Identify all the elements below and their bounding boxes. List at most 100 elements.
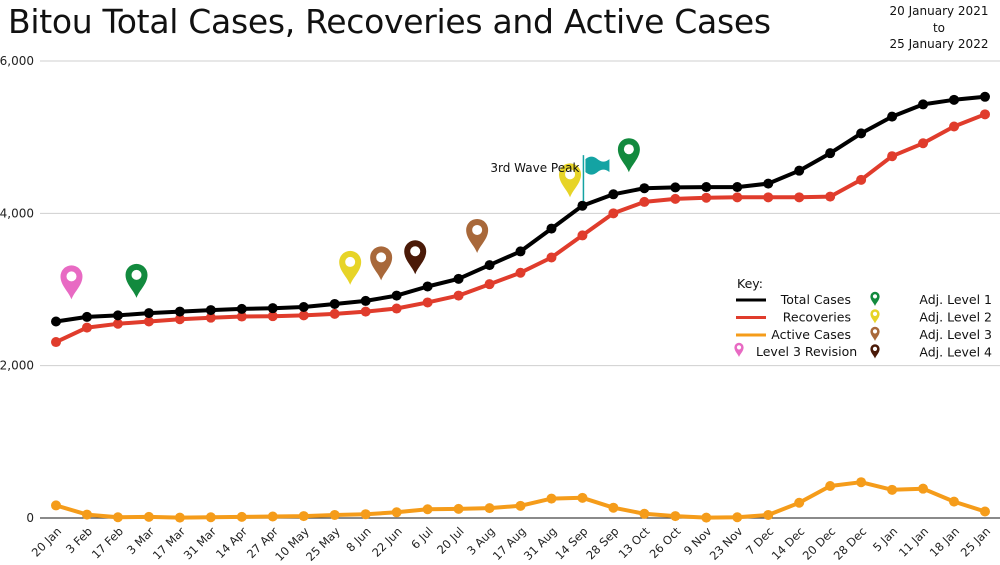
legend-pin-icon [870,309,880,324]
data-point-total-cases [608,189,619,200]
y-tick-label: 0 [26,511,34,525]
x-tick-label: 14 Sep [552,524,590,562]
x-tick-label: 23 Nov [707,524,746,563]
data-point-total-cases [825,148,836,159]
legend-label: Adj. Level 3 [919,327,992,342]
data-point-active-cases [949,496,960,507]
marker-pin-icon [466,218,489,253]
legend-pin-icon [870,291,880,306]
data-point-recoveries [794,192,805,203]
legend-pin-icon [870,326,880,341]
data-point-recoveries [174,314,185,325]
data-point-recoveries [112,318,123,329]
series-line-recoveries [54,112,987,345]
x-tick-label: 20 Dec [800,524,839,563]
marker-pin-icon [60,265,83,300]
data-point-total-cases [639,183,650,194]
y-tick-label: 6,000 [0,54,34,68]
data-point-total-cases [205,305,216,316]
data-point-active-cases [856,477,867,488]
data-point-recoveries [887,151,898,162]
legend-label: Level 3 Revision [756,344,857,359]
data-point-active-cases [794,497,805,508]
data-point-total-cases [360,295,371,306]
data-point-recoveries [81,322,92,333]
data-point-active-cases [577,492,588,503]
data-point-total-cases [422,281,433,292]
legend-title: Key: [737,276,763,291]
marker-pin-icon [617,138,640,173]
data-point-recoveries [484,279,495,290]
data-point-recoveries [577,230,588,241]
data-point-total-cases [236,303,247,314]
y-tick-label: 2,000 [0,359,34,373]
data-point-recoveries [360,306,371,317]
data-point-active-cases [205,512,216,523]
data-point-active-cases [763,509,774,520]
data-point-recoveries [515,267,526,278]
data-point-active-cases [453,503,464,514]
x-tick-label: 20 Jul [434,524,467,557]
data-point-total-cases [794,165,805,176]
data-point-recoveries [51,337,61,348]
data-point-total-cases [298,302,309,313]
data-point-total-cases [732,182,743,193]
x-tick-label: 31 Aug [521,524,560,563]
x-tick-label: 26 Oct [647,524,684,561]
data-point-active-cases [732,512,743,523]
y-tick-label: 4,000 [0,206,34,220]
data-point-total-cases [670,182,681,193]
x-tick-label: 17 Feb [89,524,126,561]
data-point-total-cases [918,99,929,110]
data-point-recoveries [267,311,278,322]
y-axis-ticks: 0 2,000 4,000 6,000 [0,54,34,525]
data-point-total-cases [81,311,92,322]
data-point-active-cases [701,512,712,523]
legend-pin-icon [870,344,880,359]
data-point-total-cases [949,94,960,105]
gridlines [40,60,1000,519]
data-point-recoveries [732,192,743,203]
data-point-recoveries [329,308,340,319]
data-point-active-cases [484,503,495,514]
data-point-recoveries [391,303,402,314]
data-point-total-cases [51,316,61,327]
flag-icon [585,156,610,175]
data-point-active-cases [360,509,371,520]
x-tick-label: 11 Jan [896,524,931,559]
data-point-recoveries [949,121,960,132]
data-point-active-cases [515,500,526,511]
legend-label: Adj. Level 1 [919,292,992,307]
data-point-active-cases [825,481,836,492]
data-point-total-cases [267,303,278,314]
legend-label: Recoveries [783,310,851,325]
x-tick-label: 22 Jun [369,524,405,560]
series-points [51,91,990,523]
data-point-active-cases [608,502,619,513]
marker-pin-icon [339,250,362,285]
x-tick-label: 18 Jan [927,524,962,559]
data-point-active-cases [329,509,340,520]
x-tick-label: 25 May [303,524,343,564]
data-point-total-cases [453,273,464,284]
date-from: 20 January 2021 [889,4,989,18]
data-point-total-cases [546,223,557,234]
data-point-total-cases [763,178,774,189]
data-point-recoveries [856,174,867,185]
data-point-recoveries [422,297,433,308]
x-tick-label: 17 Aug [490,524,529,563]
marker-pin-icon [559,163,582,198]
data-point-recoveries [205,312,216,323]
data-point-total-cases [174,306,185,317]
data-point-active-cases [51,500,61,511]
data-point-active-cases [298,511,309,522]
data-point-total-cases [887,111,898,122]
x-tick-label: 25 Jan [958,524,993,559]
data-point-active-cases [267,511,278,522]
data-point-total-cases [143,308,154,319]
series-lines [54,94,987,520]
data-point-recoveries [298,310,309,321]
series-line-active-cases [54,480,987,520]
legend-label: Active Cases [771,327,851,342]
